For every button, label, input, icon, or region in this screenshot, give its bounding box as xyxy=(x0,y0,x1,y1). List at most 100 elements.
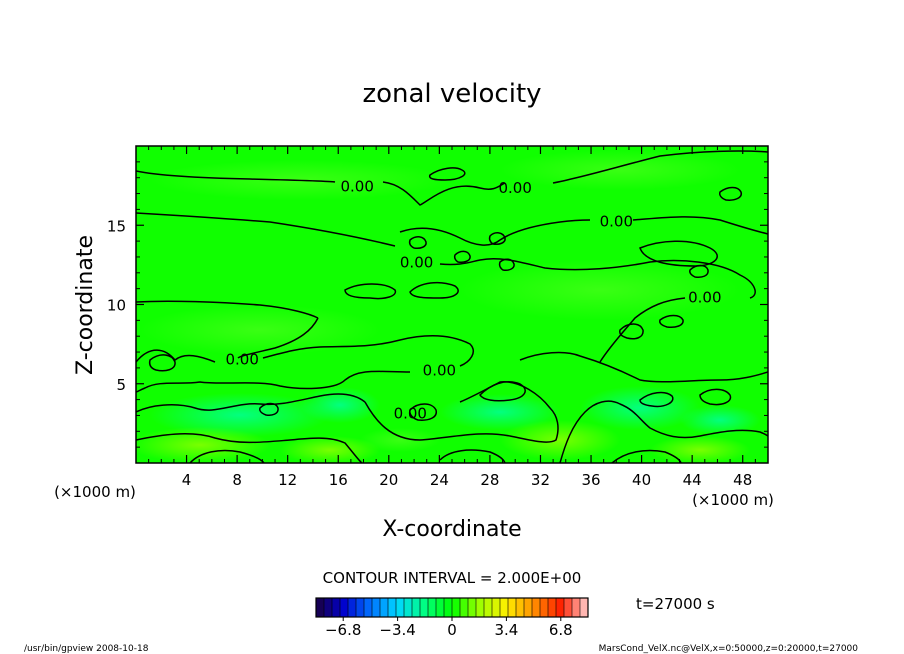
x-axis: 4 8 12 16 20 24 28 32 36 40 44 48 xyxy=(148,146,756,489)
contour-line xyxy=(364,381,559,443)
contour-line xyxy=(262,335,474,367)
x-tick-label: 16 xyxy=(329,471,348,489)
colorbar-swatch xyxy=(388,598,397,617)
colorbar-swatch xyxy=(324,598,333,617)
footer-right-text: MarsCond_VelX.nc@VelX,x=0:50000,z=0:2000… xyxy=(599,644,859,654)
colorbar-swatch xyxy=(516,598,525,617)
colorbar-tick-label: 0 xyxy=(447,621,457,639)
contour-line xyxy=(136,170,336,183)
contour-line xyxy=(259,402,279,416)
colorbar-swatch xyxy=(364,598,373,617)
contour-line xyxy=(382,181,506,206)
x-tick-label: 12 xyxy=(278,471,297,489)
contour-line xyxy=(409,403,437,421)
x-tick-label: 44 xyxy=(683,471,702,489)
contour-interval-text: CONTOUR INTERVAL = 2.000E+00 xyxy=(323,569,582,587)
y-axis-unit: (×1000 m) xyxy=(54,483,136,501)
footer-left-text: /usr/bin/gpview 2008-10-18 xyxy=(24,644,149,654)
contour-line xyxy=(428,167,466,181)
x-axis-unit: (×1000 m) xyxy=(692,491,774,509)
contour-line xyxy=(599,297,686,363)
contour-value-label: 0.00 xyxy=(688,289,721,307)
chart-title: zonal velocity xyxy=(362,79,541,109)
contour-value-label: 0.00 xyxy=(498,179,531,197)
contour-line xyxy=(639,240,718,267)
contour-lines xyxy=(136,150,768,463)
contour-line xyxy=(699,388,732,406)
colorbar-swatch xyxy=(572,598,581,617)
colorbar-tick-label: 3.4 xyxy=(494,621,518,639)
contour-line xyxy=(519,351,768,383)
colorbar-swatch xyxy=(452,598,461,617)
contour-line xyxy=(639,391,674,408)
y-tick-label: 15 xyxy=(107,217,126,235)
colorbar-swatch xyxy=(396,598,405,617)
colorbar-swatch xyxy=(500,598,509,617)
contour-line xyxy=(408,236,427,249)
colorbar-swatch xyxy=(444,598,453,617)
contour-line xyxy=(498,258,515,271)
colorbar-tick-label: −6.8 xyxy=(325,621,361,639)
x-tick-label: 20 xyxy=(379,471,398,489)
contour-line xyxy=(479,381,526,402)
colorbar-swatch xyxy=(348,598,357,617)
y-axis: 5 10 15 xyxy=(107,161,768,448)
contour-line xyxy=(148,354,176,372)
colorbar-swatch xyxy=(404,598,413,617)
contour-line xyxy=(136,433,363,463)
contour-line xyxy=(136,212,396,247)
contour-line xyxy=(409,281,459,299)
time-label: t=27000 s xyxy=(636,595,715,613)
contour-labels: 0.00 0.00 0.00 0.00 0.00 0.00 0.00 0.00 xyxy=(225,178,721,423)
colorbar-swatch xyxy=(540,598,549,617)
contour-value-label: 0.00 xyxy=(600,212,633,230)
colorbar-swatch xyxy=(340,598,349,617)
x-tick-label: 48 xyxy=(733,471,752,489)
contour-line xyxy=(344,283,397,300)
colorbar-swatch xyxy=(420,598,429,617)
contour-line xyxy=(136,300,319,319)
x-tick-label: 8 xyxy=(232,471,242,489)
contour-line xyxy=(619,323,644,340)
x-tick-label: 28 xyxy=(480,471,499,489)
y-tick-label: 10 xyxy=(107,297,126,315)
x-tick-label: 24 xyxy=(430,471,449,489)
contour-line xyxy=(189,449,265,463)
x-tick-label: 40 xyxy=(632,471,651,489)
contour-value-label: 0.00 xyxy=(400,254,433,272)
colorbar-swatch xyxy=(556,598,565,617)
x-tick-label: 32 xyxy=(531,471,550,489)
colorbar-swatch xyxy=(532,598,541,617)
colorbar-swatch xyxy=(332,598,341,617)
contour-value-label: 0.00 xyxy=(423,361,456,379)
contour-line xyxy=(453,250,471,263)
colorbar-swatch xyxy=(412,598,421,617)
contour-line xyxy=(399,219,591,246)
colorbar-swatch xyxy=(428,598,437,617)
x-axis-label: X-coordinate xyxy=(382,517,521,542)
colorbar-swatch xyxy=(356,598,365,617)
colorbar-swatch xyxy=(492,598,501,617)
colorbar-swatch xyxy=(380,598,389,617)
contour-line xyxy=(659,314,684,328)
colorbar-swatch xyxy=(372,598,381,617)
colorbar-swatch xyxy=(476,598,485,617)
plot-area: 0.00 0.00 0.00 0.00 0.00 0.00 0.00 0.00 xyxy=(135,145,769,464)
colorbar-tick-label: −3.4 xyxy=(379,621,415,639)
contour-line xyxy=(552,150,768,184)
y-axis-label: Z-coordinate xyxy=(73,235,98,375)
colorbar-swatch xyxy=(316,598,325,617)
contour-line xyxy=(632,216,768,235)
colorbar-swatch xyxy=(524,598,533,617)
contour-line xyxy=(719,186,743,201)
contour-value-label: 0.00 xyxy=(340,178,373,196)
contour-line xyxy=(439,449,506,463)
contour-line xyxy=(439,257,756,299)
colorbar-swatch xyxy=(508,598,517,617)
y-tick-label: 5 xyxy=(116,376,126,394)
contour-line xyxy=(559,400,768,463)
colorbar-swatch xyxy=(548,598,557,617)
colorbar-swatch xyxy=(580,598,589,617)
colorbar-swatch xyxy=(484,598,493,617)
